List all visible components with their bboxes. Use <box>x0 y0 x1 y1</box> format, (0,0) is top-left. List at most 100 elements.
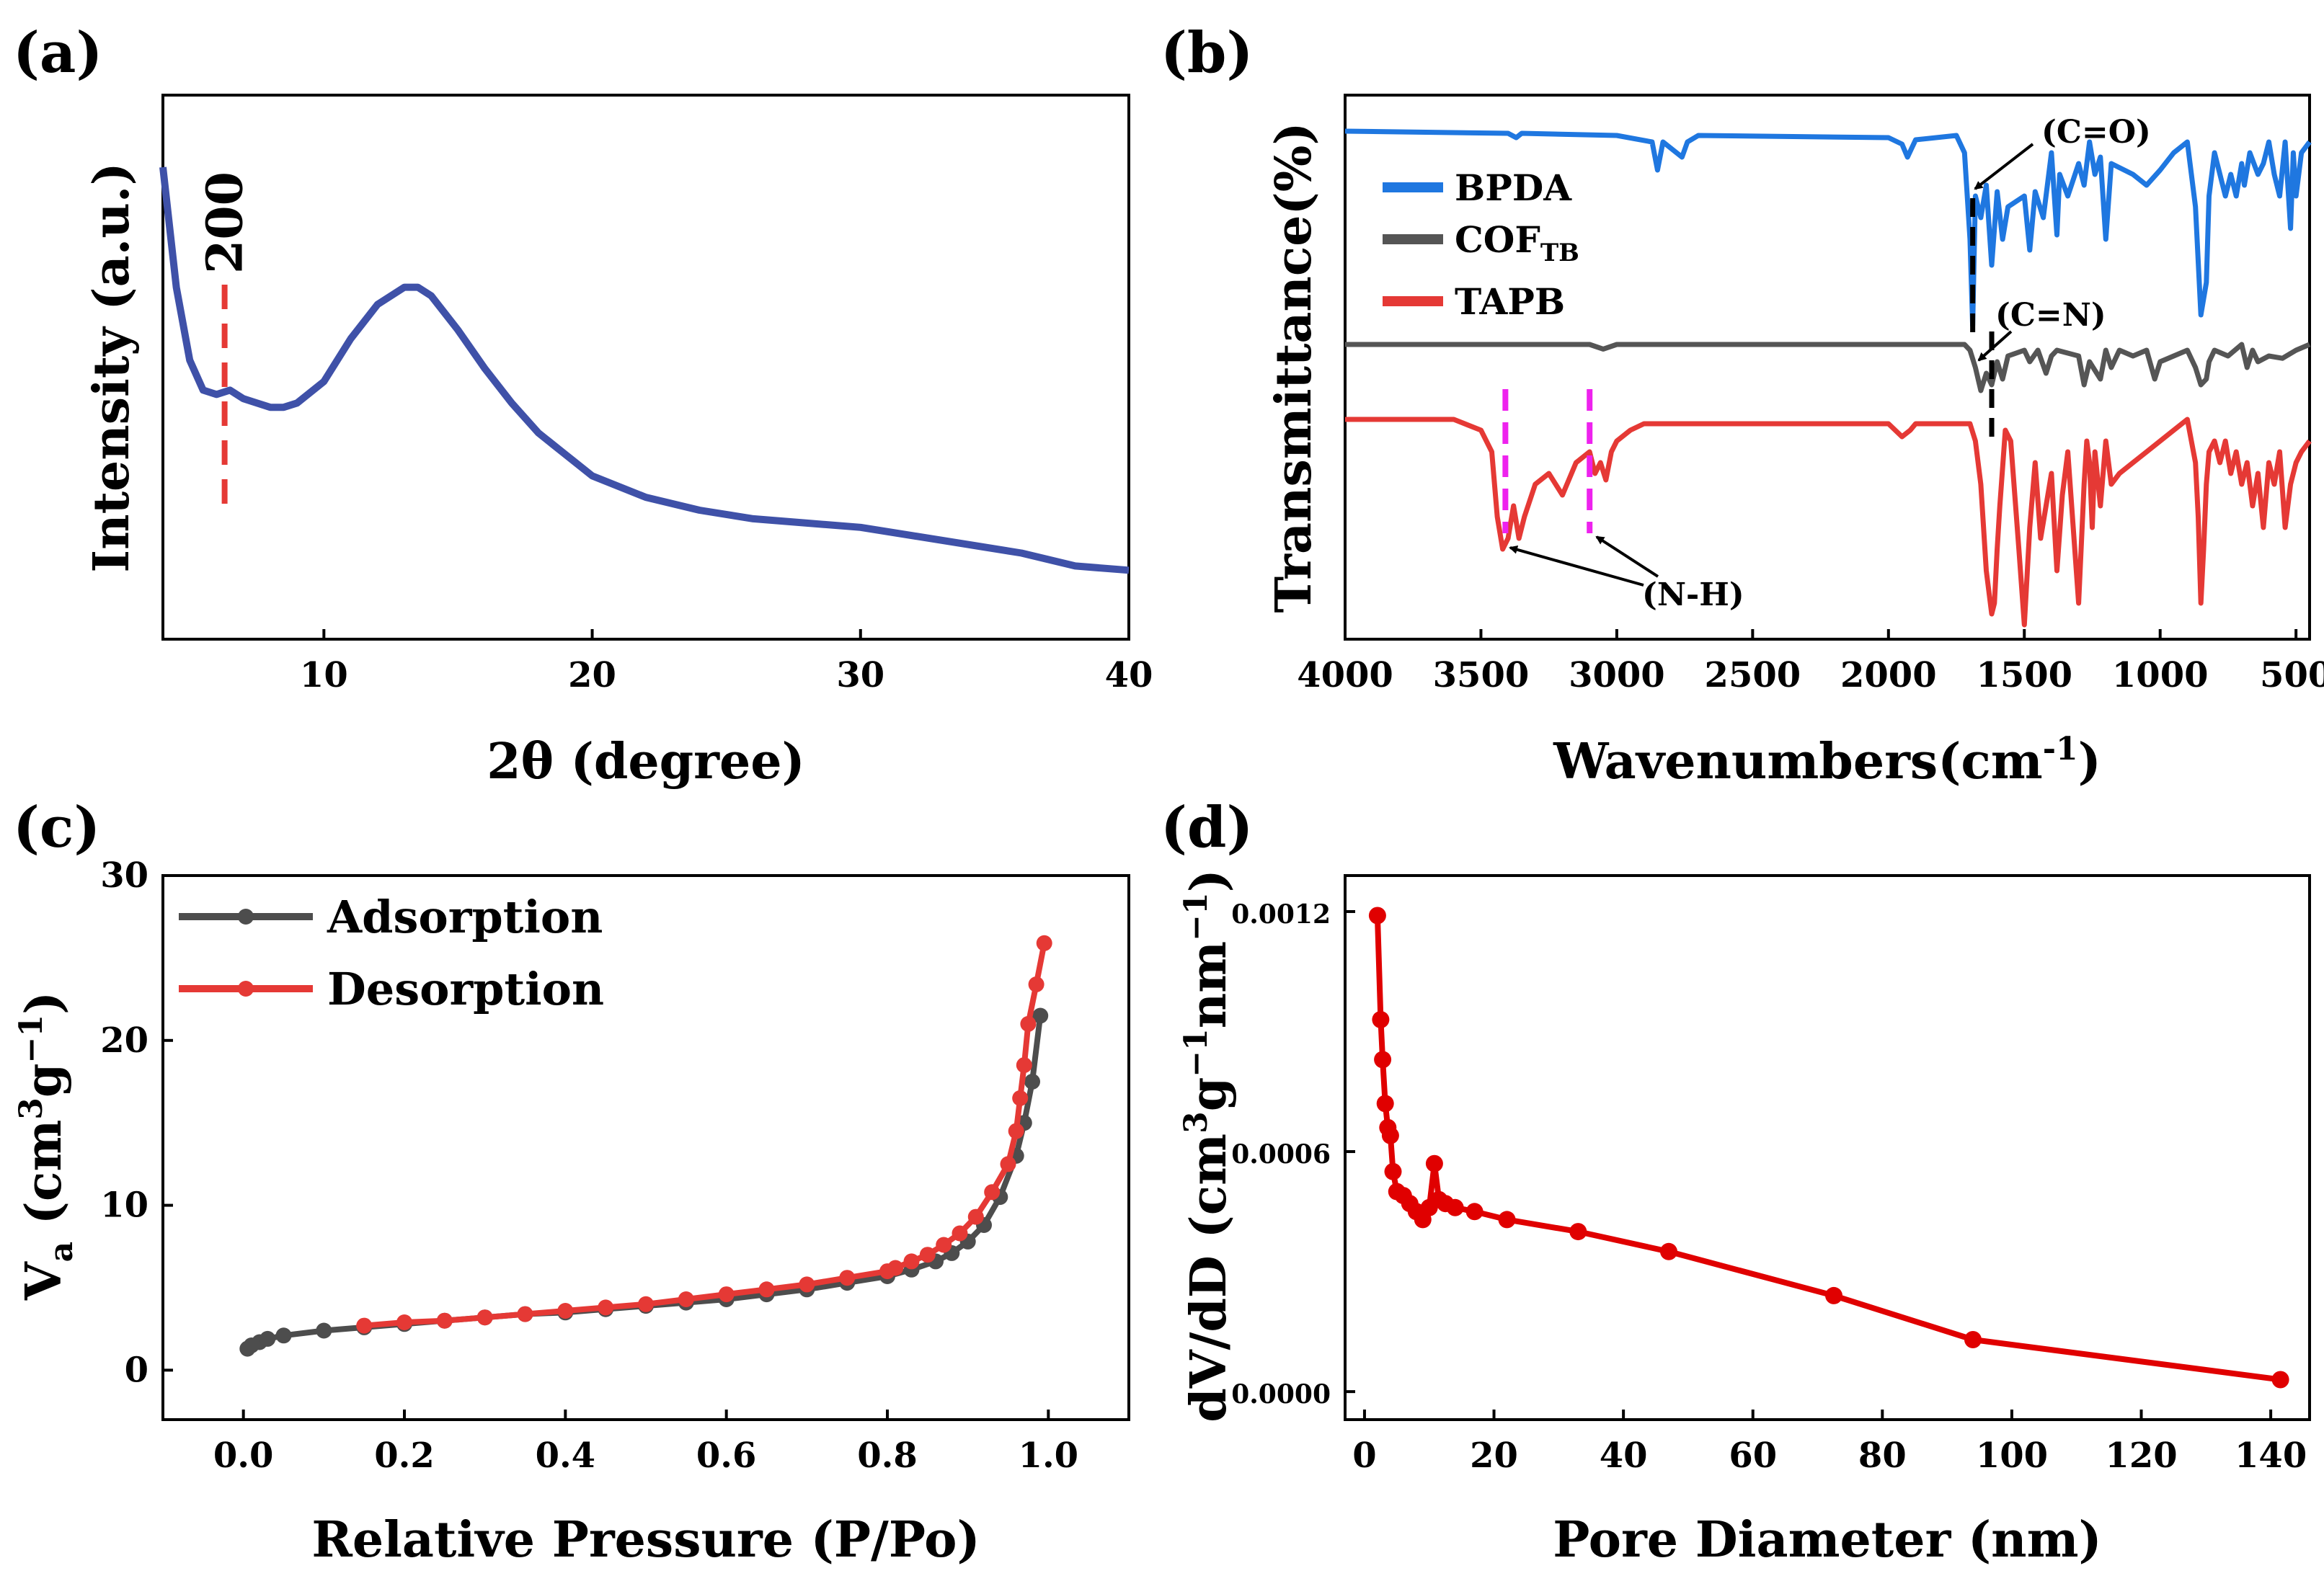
psd-point <box>1381 1126 1399 1144</box>
desorption-point <box>1028 976 1045 992</box>
desorption-point <box>557 1303 574 1319</box>
panel-c-y-title-v: V <box>15 1261 73 1301</box>
panel-a-frame <box>161 94 1130 641</box>
panel-d-frame <box>1344 874 2311 1421</box>
desorption-point <box>936 1237 952 1253</box>
desorption-point <box>984 1184 1001 1201</box>
adsorption-point <box>1024 1074 1040 1090</box>
desorption-point <box>1020 1015 1037 1032</box>
psd-point <box>1384 1162 1402 1180</box>
desorption-point <box>799 1276 815 1293</box>
panel-d-y-title-g: g <box>1180 1077 1238 1112</box>
desorption-point <box>1000 1156 1016 1172</box>
psd-point <box>1569 1223 1587 1241</box>
desorption-point <box>1008 1123 1024 1139</box>
panel-c-y-title-sup2: −1 <box>13 1015 50 1063</box>
psd-point <box>1425 1154 1443 1172</box>
panel-a-series <box>159 166 1130 574</box>
panel-d-x-axis-title: Pore Diameter (nm) <box>1553 1511 2101 1569</box>
panel-b-xtick-label: 1000 <box>2112 655 2209 695</box>
psd-point <box>1376 1095 1394 1113</box>
panel-d-y-ticks: 0.0000 0.0006 0.0012 <box>1231 899 1355 1410</box>
panel-d-label: (d) <box>1161 795 1253 860</box>
psd-point <box>1372 1010 1390 1028</box>
panel-a-label: (a) <box>13 20 102 86</box>
legend-tapb-label: TAPB <box>1455 280 1565 323</box>
panel-d: (d) 0 20 40 60 80 100 120 140 0.0000 0.0006 0.001… <box>1161 795 2311 1569</box>
panel-c-ytick-label: 0 <box>125 1350 148 1390</box>
panel-c-xtick-label: 0.2 <box>374 1435 435 1476</box>
panel-d-xtick-label: 100 <box>1976 1435 2048 1476</box>
panel-c-y-axis-title: Va (cm3g−1) <box>13 992 80 1301</box>
panel-c-y-title-sub: a <box>43 1242 80 1263</box>
panel-c-ytick-label: 10 <box>100 1185 148 1226</box>
panel-d-x-ticks: 0 20 40 60 80 100 120 140 <box>1352 1410 2307 1476</box>
panel-d-xtick-label: 60 <box>1729 1435 1777 1476</box>
panel-c: (c) 0.0 0.2 0.4 0.6 0.8 1.0 0 10 20 30 Adsorptio… <box>13 795 1130 1569</box>
peak-200-label: 200 <box>197 172 254 274</box>
ftir-series-cof <box>1345 342 2311 393</box>
desorption-point <box>952 1225 968 1242</box>
psd-line <box>1374 915 2281 1383</box>
panel-c-xtick-label: 0.6 <box>696 1435 757 1476</box>
panel-c-ytick-label: 30 <box>100 855 148 896</box>
ftir-series-bpda <box>1344 128 2312 329</box>
panel-a-y-axis-title: Intensity (a.u.) <box>83 162 141 572</box>
panel-b-x-axis-title: Wavenumbers(cm-1) <box>1553 731 2101 791</box>
panel-c-y-ticks: 0 10 20 30 <box>100 855 173 1390</box>
panel-b-legend: BPDA COFTB TAPB <box>1383 166 1579 323</box>
panel-d-y-title-sup1: 3 <box>1178 1111 1215 1134</box>
desorption-point <box>758 1281 775 1298</box>
panel-c-y-title-g: g <box>15 1064 73 1098</box>
ftir-series-tapb <box>1345 417 2312 628</box>
co-arrow <box>1974 143 2034 190</box>
panel-c-xtick-label: 0.4 <box>536 1435 596 1476</box>
panel-d-y-title-end: ) <box>1180 869 1238 892</box>
xrd-series-line <box>159 166 1130 574</box>
psd-point <box>1374 1051 1392 1069</box>
desorption-point <box>839 1270 856 1286</box>
panel-a-x-ticks: 10 20 30 40 <box>300 629 1153 695</box>
legend-desorption-marker <box>238 981 254 997</box>
panel-d-y-title-sup3: −1 <box>1178 892 1215 940</box>
panel-d-xtick-label: 20 <box>1470 1435 1518 1476</box>
panel-d-ytick-label: 0.0000 <box>1231 1379 1331 1410</box>
panel-d-y-title-sup2: −1 <box>1178 1028 1215 1077</box>
panel-c-frame <box>161 874 1130 1421</box>
panel-a-xtick-label: 10 <box>300 655 348 695</box>
nh-arrow-left <box>1509 545 1644 587</box>
desorption-point <box>517 1306 533 1322</box>
panel-d-ytick-label: 0.0012 <box>1231 899 1331 930</box>
desorption-point <box>356 1317 373 1334</box>
desorption-point <box>678 1291 694 1307</box>
panel-d-ytick-label: 0.0006 <box>1231 1139 1331 1170</box>
desorption-point <box>476 1309 493 1326</box>
panel-b-xtick-label: 4000 <box>1297 655 1393 695</box>
desorption-point <box>1036 935 1052 951</box>
panel-d-y-title-main: dV/dD (cm <box>1180 1134 1238 1423</box>
panel-d-series <box>1368 907 2289 1389</box>
panel-d-xtick-label: 0 <box>1352 1435 1376 1476</box>
psd-point <box>1465 1203 1483 1221</box>
desorption-point <box>638 1296 654 1312</box>
desorption-point <box>903 1253 920 1270</box>
panel-c-x-axis-title: Relative Pressure (P/Po) <box>311 1511 980 1569</box>
legend-cof-subscript: TB <box>1540 239 1579 267</box>
psd-point <box>1446 1198 1464 1216</box>
panel-c-x-ticks: 0.0 0.2 0.4 0.6 0.8 1.0 <box>213 1410 1078 1476</box>
panel-d-xtick-label: 40 <box>1600 1435 1648 1476</box>
cn-arrow <box>1977 330 2013 362</box>
panel-a: (a) 10 20 30 40 200 2θ (degree) Intensity (… <box>13 20 1153 791</box>
panel-b-x-title-main: Wavenumbers(cm <box>1553 733 2043 791</box>
desorption-point <box>718 1286 735 1303</box>
panel-b: (b) 4000 3500 3000 2500 2000 1500 1000 500 (C=O… <box>1161 20 2324 791</box>
nh-annotation: (N-H) <box>1642 576 1744 613</box>
desorption-point <box>436 1312 453 1329</box>
panel-c-legend: Adsorption Desorption <box>179 891 604 1015</box>
panel-c-xtick-label: 1.0 <box>1019 1435 1079 1476</box>
panel-c-label: (c) <box>13 795 100 860</box>
panel-b-xtick-label: 2500 <box>1705 655 1801 695</box>
psd-point <box>1825 1286 1842 1304</box>
panel-d-y-axis-title: dV/dD (cm3g−1nm−1) <box>1178 869 1238 1423</box>
